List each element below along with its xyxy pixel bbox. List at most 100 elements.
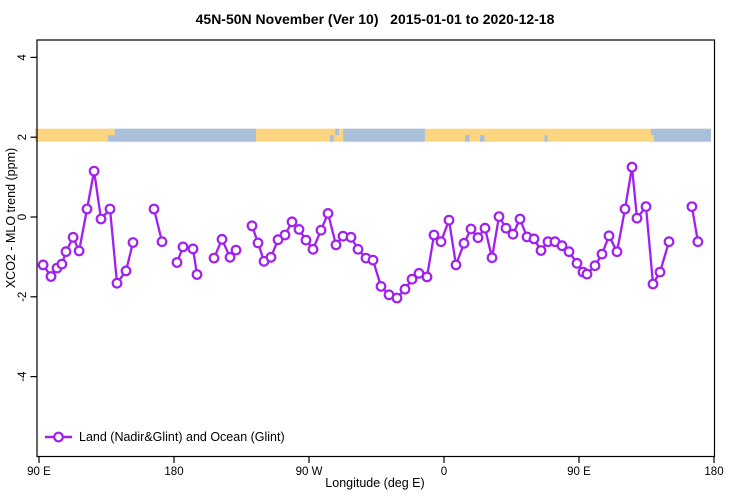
data-point [472,232,484,244]
data-point [67,231,79,243]
data-point [535,245,547,256]
data-point [391,292,403,304]
y-axis-label: XCO2 - MLO trend (ppm) [4,147,18,289]
data-point [399,283,411,295]
data-point [322,207,334,219]
data-point [450,259,462,271]
data-point [692,236,704,248]
data-point [626,161,638,173]
data-point [596,248,608,260]
legend-point [53,431,64,443]
data-point [56,258,68,270]
data-point [367,254,379,266]
data-point [307,243,319,255]
data-point [127,237,139,248]
data-point [37,259,49,271]
band-speck-land [651,135,654,142]
data-point [279,229,291,241]
data-point [479,222,491,234]
band-segment-ocean [651,128,711,142]
data-point [286,216,298,228]
x-tick-label: 0 [441,466,447,478]
data-point [73,245,85,257]
data-point [252,237,264,249]
band-segment-ocean [108,128,257,142]
data-point [571,257,583,269]
data-point [465,223,477,235]
data-point [45,271,57,282]
data-point [435,236,447,248]
series-line-segment [690,205,700,243]
data-point [486,252,498,264]
data-point [514,213,526,225]
x-tick-label: 90 E [567,466,591,478]
data-point [611,246,623,258]
data-point [603,230,615,242]
data-point [686,201,698,213]
band-segment-land [424,128,651,142]
data-point [352,243,364,255]
data-point [406,273,418,285]
y-axis: -4 -2 0 2 4 [17,54,37,382]
y-tick-label: -2 [17,292,29,302]
data-point [330,239,342,251]
y-tick-label: 4 [17,54,29,61]
data-point [563,246,575,258]
legend-label: Land (Nadir&Glint) and Ocean (Glint) [79,430,285,444]
y-tick-label: 2 [17,134,29,140]
data-point [458,237,470,249]
data-point [631,212,643,224]
data-point [375,281,387,292]
data-point [148,203,160,215]
data-point [187,243,199,255]
x-axis-label: Longitude (deg E) [325,476,425,490]
data-point [60,246,72,258]
y-tick-label: -4 [17,371,29,382]
data-point [500,222,512,234]
x-tick-label: 180 [704,466,723,478]
data-point [120,265,132,277]
data-point [104,203,116,215]
data-point [581,268,593,280]
data-point [428,229,440,241]
data-point [111,277,123,289]
data-point [421,271,433,283]
data-point [619,203,631,215]
band-segment-land [34,128,109,142]
data-point [95,213,107,225]
data-point [156,236,168,248]
data-point [81,203,93,215]
data-point [88,165,100,177]
band-speck-ocean [335,128,339,136]
x-tick-label: 90 W [296,466,323,478]
band-speck-land [108,128,115,136]
band-speck-ocean [330,135,334,142]
data-point [556,240,568,252]
data-point [272,234,284,246]
data-point [640,201,652,213]
data-point [208,252,220,264]
band-segment-land [256,128,344,142]
band-speck-ocean [544,135,548,142]
data-point [443,214,455,226]
data-point [230,244,242,256]
band-speck-ocean [465,135,470,142]
x-axis: 90 E 180 90 W 0 90 E 180 [27,456,724,478]
data-point [528,233,540,245]
data-series [37,161,704,304]
data-point [315,224,327,236]
x-tick-label: 180 [164,466,183,478]
data-point [191,269,203,280]
series-line-segment [152,207,164,243]
data-point [265,251,277,263]
band-speck-ocean [480,135,485,142]
x-tick-label: 90 E [27,466,51,478]
data-point [216,233,228,245]
data-point [171,257,183,268]
data-point [224,251,236,263]
y-tick-label: 0 [17,214,29,220]
data-point [293,223,305,235]
chart-title: 45N-50N November (Ver 10) 2015-01-01 to … [195,11,555,27]
